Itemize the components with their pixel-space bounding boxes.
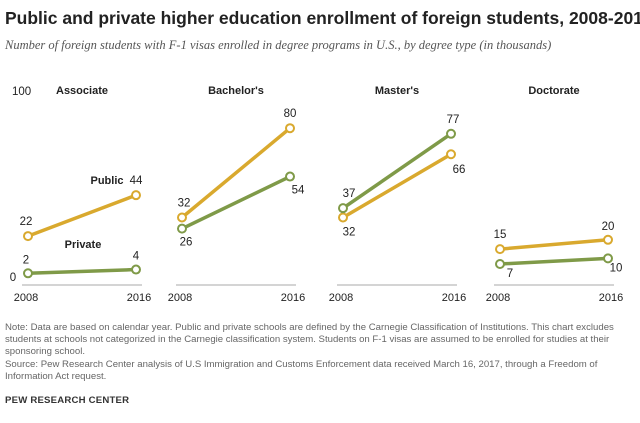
x-tick-associate-start: 2008 <box>14 292 38 304</box>
chart-note: Note: Data are based on calendar year. P… <box>5 322 614 357</box>
public-value-label-doctorate-end: 20 <box>602 221 615 233</box>
private-line-master-s <box>341 132 453 210</box>
panel-title-bachelor-s: Bachelor's <box>208 85 264 97</box>
panel-title-doctorate: Doctorate <box>528 85 579 97</box>
public-value-label-bachelor-s-start: 32 <box>178 197 191 209</box>
public-line-master-s <box>341 152 453 220</box>
private-point-associate-end <box>131 264 141 275</box>
x-tick-doctorate-start: 2008 <box>486 292 510 304</box>
y-tick-label-max: 100 <box>12 86 31 98</box>
public-value-label-bachelor-s-end: 80 <box>284 108 297 120</box>
public-point-associate-end <box>131 190 141 201</box>
x-tick-associate-end: 2016 <box>127 292 151 304</box>
public-value-label-associate-end: 44 <box>130 175 143 187</box>
x-tick-master-s-start: 2008 <box>329 292 353 304</box>
private-value-label-master-s-start: 37 <box>343 188 356 200</box>
private-point-bachelor-s-start <box>177 223 187 234</box>
x-tick-doctorate-end: 2016 <box>599 292 623 304</box>
public-point-master-s-end <box>446 149 456 160</box>
public-line-associate <box>26 193 138 238</box>
private-value-label-associate-end: 4 <box>133 251 140 263</box>
brand-logo-text: PEW RESEARCH CENTER <box>5 395 130 406</box>
public-point-bachelor-s-start <box>177 212 187 223</box>
private-point-doctorate-start <box>495 258 505 269</box>
public-line-doctorate <box>498 238 610 251</box>
panel-title-associate: Associate <box>56 85 108 97</box>
public-point-associate-start <box>23 231 33 242</box>
private-point-bachelor-s-end <box>285 171 295 182</box>
x-tick-bachelor-s-end: 2016 <box>281 292 305 304</box>
private-point-master-s-start <box>338 203 348 214</box>
private-value-label-master-s-end: 77 <box>447 114 460 126</box>
private-value-label-doctorate-start: 7 <box>507 268 513 280</box>
private-line-doctorate <box>498 256 610 266</box>
public-value-label-associate-start: 22 <box>20 216 33 228</box>
public-value-label-doctorate-start: 15 <box>494 229 507 241</box>
panel-title-master-s: Master's <box>375 85 419 97</box>
public-point-bachelor-s-end <box>285 123 295 134</box>
series-label-public: Public <box>90 175 123 187</box>
chart-subtitle: Number of foreign students with F-1 visa… <box>5 38 552 52</box>
private-line-bachelor-s <box>180 174 292 231</box>
private-value-label-bachelor-s-end: 54 <box>292 185 305 197</box>
public-point-doctorate-end <box>603 234 613 245</box>
chart-title: Public and private higher education enro… <box>5 8 640 28</box>
private-value-label-associate-start: 2 <box>23 254 29 266</box>
private-line-associate <box>26 267 138 276</box>
chart-source: Source: Pew Research Center analysis of … <box>5 359 598 382</box>
public-point-doctorate-start <box>495 244 505 255</box>
public-point-master-s-start <box>338 212 348 223</box>
public-line-bachelor-s <box>180 126 292 220</box>
private-point-doctorate-end <box>603 253 613 264</box>
public-value-label-master-s-start: 32 <box>343 226 356 238</box>
x-tick-bachelor-s-start: 2008 <box>168 292 192 304</box>
private-value-label-doctorate-end: 10 <box>610 262 623 274</box>
series-label-private: Private <box>65 239 102 251</box>
public-value-label-master-s-end: 66 <box>453 164 466 176</box>
private-value-label-bachelor-s-start: 26 <box>180 237 193 249</box>
private-point-master-s-end <box>446 128 456 139</box>
x-tick-master-s-end: 2016 <box>442 292 466 304</box>
private-point-associate-start <box>23 268 33 279</box>
y-tick-label-min: 0 <box>10 272 16 284</box>
